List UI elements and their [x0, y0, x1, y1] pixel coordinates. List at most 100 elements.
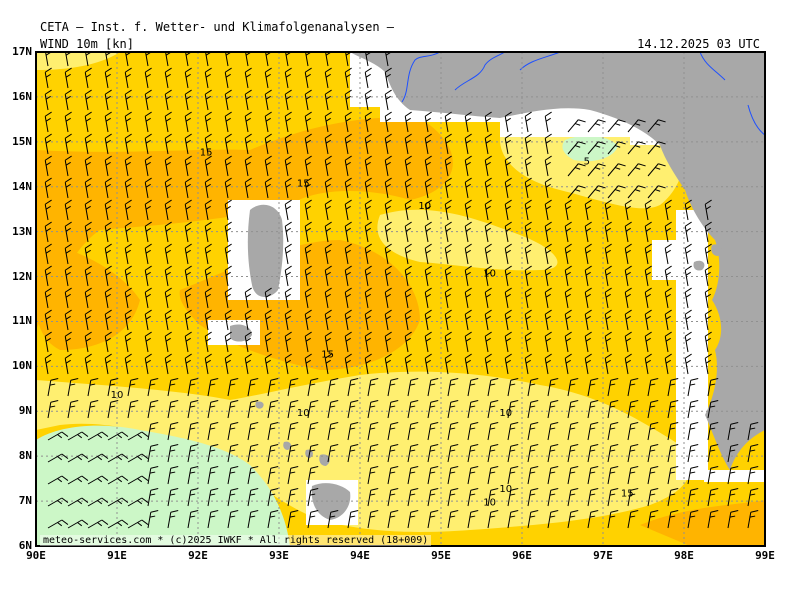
wind-barb	[344, 89, 352, 111]
islet-a	[255, 401, 264, 409]
contour-label: 15	[200, 147, 213, 158]
wind-barb	[424, 177, 432, 199]
wind-barb	[107, 519, 129, 529]
wind-barb	[344, 155, 352, 177]
wind-barb	[547, 444, 559, 463]
wind-barb	[224, 155, 232, 177]
wind-barb	[684, 353, 692, 375]
wind-barb	[667, 422, 679, 441]
wind-barb	[727, 510, 739, 529]
wind-barb	[384, 133, 392, 155]
wind-barb	[124, 265, 132, 287]
wind-barb	[264, 177, 272, 199]
wind-barb	[264, 111, 272, 133]
wind-barb	[104, 353, 112, 375]
contour-label: 10	[297, 408, 310, 419]
wind-barb	[327, 444, 339, 463]
wind-barb	[567, 444, 579, 463]
wind-barb	[304, 243, 312, 265]
wind-barb	[484, 155, 492, 177]
fresh-zone-west	[36, 240, 140, 350]
wind-barb	[544, 199, 552, 221]
wind-barb	[167, 400, 179, 419]
wind-barb	[164, 67, 172, 89]
wind-barb	[424, 287, 432, 309]
wind-barb	[607, 466, 619, 485]
wind-barb	[547, 466, 559, 485]
wind-barb	[84, 331, 92, 353]
wind-barb	[467, 444, 479, 463]
wind-barb	[64, 353, 72, 375]
wind-barb	[544, 353, 552, 375]
wind-barb	[587, 141, 606, 155]
wind-barb	[587, 510, 599, 529]
wind-barb	[144, 155, 152, 177]
wind-barb	[84, 353, 92, 375]
wind-barb	[624, 331, 632, 353]
wind-barb	[87, 453, 109, 463]
latitude-label: 7N	[18, 494, 32, 508]
wind-barb	[404, 287, 412, 309]
wind-barb	[127, 400, 139, 419]
wind-barb	[387, 466, 399, 485]
wind-barb	[404, 199, 412, 221]
wind-barb	[207, 444, 219, 463]
wind-barb	[407, 488, 419, 507]
wind-barb	[504, 353, 512, 375]
wind-barb	[304, 155, 312, 177]
wind-barb	[327, 400, 339, 419]
wind-barb	[364, 243, 372, 265]
wind-barb	[144, 111, 152, 133]
wind-barb	[47, 453, 69, 463]
wind-barb	[627, 466, 639, 485]
wind-barb	[104, 243, 112, 265]
wind-barb	[424, 111, 432, 133]
wind-barb	[627, 119, 646, 133]
wind-barb	[644, 199, 652, 221]
wind-barb	[487, 510, 499, 529]
wind-barb	[184, 309, 192, 331]
wind-barb	[304, 177, 312, 199]
wind-barb	[164, 221, 172, 243]
wind-barb	[247, 400, 259, 419]
wind-barb	[604, 353, 612, 375]
wind-barb	[664, 331, 672, 353]
wind-barb	[704, 221, 712, 243]
wind-barb	[227, 444, 239, 463]
wind-barb	[504, 309, 512, 331]
wind-barb	[204, 331, 212, 353]
wind-barb	[184, 221, 192, 243]
wind-barb	[164, 265, 172, 287]
wind-barb	[464, 265, 472, 287]
wind-barb	[384, 177, 392, 199]
wind-barb	[424, 353, 432, 375]
wind-barb	[364, 199, 372, 221]
wind-barb	[227, 422, 239, 441]
wind-barb	[607, 185, 626, 199]
wind-barb	[407, 444, 419, 463]
contour-label: 10	[418, 201, 431, 212]
wind-barb	[484, 111, 492, 133]
wind-barb	[287, 510, 299, 529]
wind-barb	[707, 378, 719, 397]
wind-barb	[564, 309, 572, 331]
wind-barb	[124, 67, 132, 89]
wind-barb	[104, 287, 112, 309]
wind-barb	[487, 488, 499, 507]
wind-barb	[344, 221, 352, 243]
wind-barb	[224, 89, 232, 111]
wind-barb	[364, 177, 372, 199]
wind-barb	[407, 422, 419, 441]
wind-barb	[384, 331, 392, 353]
wind-barb	[224, 111, 232, 133]
wind-barb	[87, 378, 99, 397]
wind-barb	[707, 444, 719, 463]
wind-barb	[407, 400, 419, 419]
wind-barb	[527, 466, 539, 485]
wind-barb	[204, 287, 212, 309]
longitude-label: 99E	[755, 549, 775, 562]
latitude-label: 8N	[18, 449, 32, 463]
wind-barb	[244, 177, 252, 199]
contour-label: 15	[621, 489, 634, 500]
